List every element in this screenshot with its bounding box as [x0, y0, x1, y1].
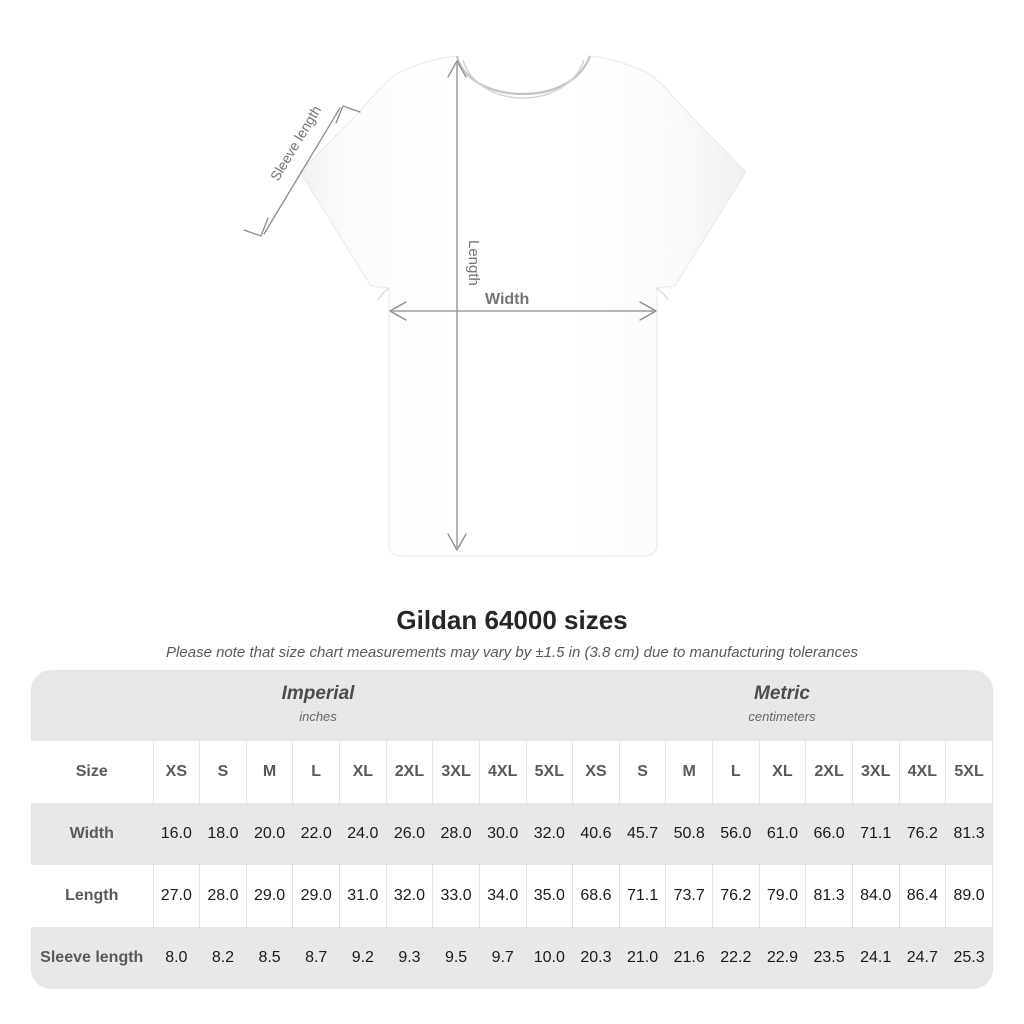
svg-text:Length: Length: [465, 240, 482, 286]
svg-text:Width: Width: [485, 291, 529, 308]
